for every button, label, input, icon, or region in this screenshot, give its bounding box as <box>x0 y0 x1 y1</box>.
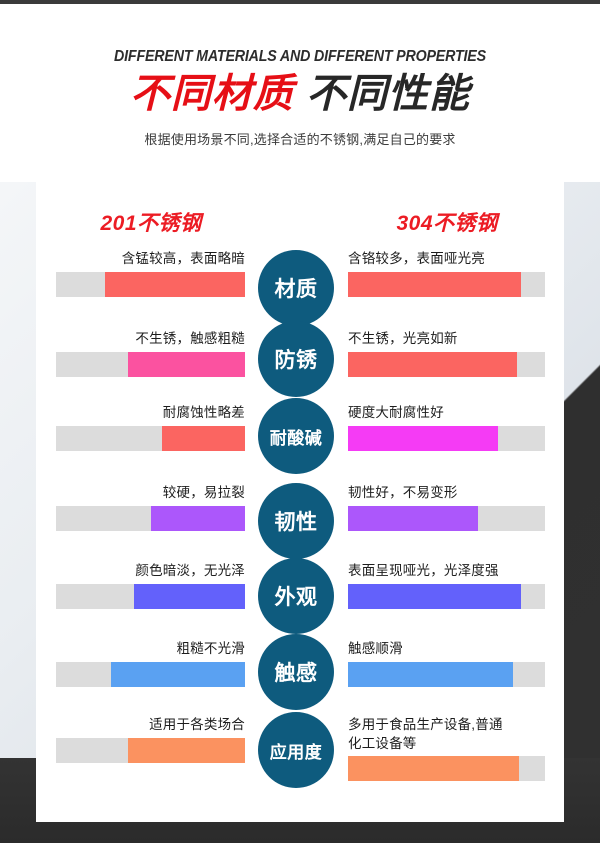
row-side-right: 触感顺滑 <box>348 640 545 687</box>
row-side-left: 适用于各类场合 <box>56 716 245 763</box>
row-side-left: 耐腐蚀性略差 <box>56 404 245 451</box>
rating-bar-fill-left <box>161 425 245 451</box>
column-heading-304: 304不锈钢 <box>396 212 498 235</box>
rating-bar-fill-right <box>348 271 522 297</box>
rating-bar-fill-right <box>348 351 518 377</box>
row-caption-left: 含锰较高，表面略暗 <box>121 251 245 266</box>
row-caption-right: 韧性好，不易变形 <box>348 485 458 500</box>
row-side-right: 多用于食品生产设备,普通 化工设备等 <box>348 716 545 782</box>
row-side-right: 含铬较多，表面哑光亮 <box>348 250 545 297</box>
row-side-left: 较硬，易拉裂 <box>56 484 245 531</box>
row-caption-left: 粗糙不光滑 <box>176 641 245 656</box>
row-side-left: 不生锈，触感粗糙 <box>56 330 245 377</box>
row-side-right: 硬度大耐腐性好 <box>348 404 545 451</box>
row-caption-right: 触感顺滑 <box>348 641 403 656</box>
row-side-right: 韧性好，不易变形 <box>348 484 545 531</box>
category-badge: 耐酸碱 <box>258 398 334 474</box>
rating-bar-track-left <box>56 505 245 531</box>
rating-bar-track-left <box>56 351 245 377</box>
rating-bar-fill-left <box>127 351 245 377</box>
row-caption-left: 耐腐蚀性略差 <box>162 405 245 420</box>
category-badge: 韧性 <box>258 483 334 559</box>
category-badge: 防锈 <box>258 321 334 397</box>
rating-bar-fill-right <box>348 425 498 451</box>
rating-bar-fill-right <box>348 756 520 782</box>
category-badge: 材质 <box>258 250 334 326</box>
header: DIFFERENT MATERIALS AND DIFFERENT PROPER… <box>0 0 600 148</box>
rating-bar-track-left <box>56 737 245 763</box>
row-caption-right: 硬度大耐腐性好 <box>348 405 444 420</box>
row-caption-left: 较硬，易拉裂 <box>162 485 245 500</box>
rating-bar-track-right <box>348 351 545 377</box>
rating-bar-track-left <box>56 661 245 687</box>
category-badge: 应用度 <box>258 712 334 788</box>
rating-bar-fill-left <box>105 271 245 297</box>
rating-bar-track-right <box>348 756 545 782</box>
category-badge: 外观 <box>258 558 334 634</box>
row-caption-left: 颜色暗淡，无光泽 <box>135 563 245 578</box>
rating-bar-track-right <box>348 271 545 297</box>
rating-bar-track-left <box>56 583 245 609</box>
rating-bar-fill-right <box>348 583 522 609</box>
rating-bar-fill-left <box>110 661 245 687</box>
row-caption-right: 表面呈现哑光，光泽度强 <box>348 563 499 578</box>
rating-bar-fill-left <box>127 737 245 763</box>
rating-bar-fill-right <box>348 661 514 687</box>
rating-bar-fill-left <box>133 583 245 609</box>
row-side-left: 颜色暗淡，无光泽 <box>56 562 245 609</box>
row-caption-right: 不生锈，光亮如新 <box>348 331 458 346</box>
rating-bar-track-right <box>348 583 545 609</box>
row-caption-left: 不生锈，触感粗糙 <box>135 331 245 346</box>
row-side-left: 含锰较高，表面略暗 <box>56 250 245 297</box>
row-caption-right: 多用于食品生产设备,普通 化工设备等 <box>348 717 503 751</box>
rating-bar-track-right <box>348 425 545 451</box>
rating-bar-track-left <box>56 271 245 297</box>
page-title: 不同材质 不同性能 <box>0 73 600 115</box>
row-side-right: 表面呈现哑光，光泽度强 <box>348 562 545 609</box>
row-side-left: 粗糙不光滑 <box>56 640 245 687</box>
column-heading-201: 201不锈钢 <box>100 212 202 235</box>
rating-bar-track-right <box>348 661 545 687</box>
header-subtitle: 根据使用场景不同,选择合适的不锈钢,满足自己的要求 <box>144 132 456 147</box>
rating-bar-fill-left <box>150 505 245 531</box>
rating-bar-track-left <box>56 425 245 451</box>
page-title-dark: 不同性能 <box>306 72 471 116</box>
row-caption-left: 适用于各类场合 <box>149 717 245 732</box>
rating-bar-fill-right <box>348 505 479 531</box>
row-caption-right: 含铬较多，表面哑光亮 <box>348 251 485 266</box>
header-eyebrow: DIFFERENT MATERIALS AND DIFFERENT PROPER… <box>114 48 486 65</box>
top-divider <box>0 0 600 4</box>
category-badge: 触感 <box>258 634 334 710</box>
page-title-red: 不同材质 <box>129 72 294 116</box>
row-side-right: 不生锈，光亮如新 <box>348 330 545 377</box>
rating-bar-track-right <box>348 505 545 531</box>
